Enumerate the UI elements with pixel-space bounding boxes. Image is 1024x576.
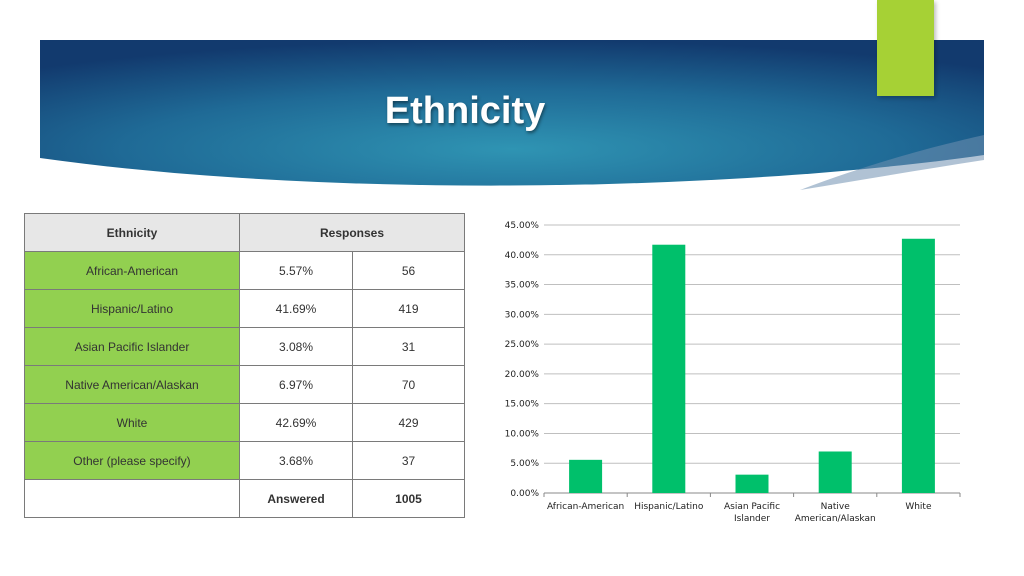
x-tick-label: Hispanic/Latino <box>634 502 704 512</box>
row-ethnicity: White <box>24 403 240 442</box>
row-count: 419 <box>352 289 465 328</box>
y-tick-label: 25.00% <box>505 340 540 350</box>
row-ethnicity: African-American <box>24 251 240 290</box>
row-ethnicity: Asian Pacific Islander <box>24 327 240 366</box>
bar <box>569 459 603 493</box>
answered-total: 1005 <box>352 479 465 518</box>
title-banner <box>40 40 984 190</box>
row-ethnicity: Native American/Alaskan <box>24 365 240 404</box>
ethnicity-bar-chart: 0.00% 5.00% 10.00% 15.00% 20.00% 25.00% 30.00%… <box>505 221 961 524</box>
table-row: Other (please specify) 3.68% 37 <box>24 441 465 480</box>
row-ethnicity: Other (please specify) <box>24 441 240 480</box>
bar <box>652 244 686 493</box>
table-row: Hispanic/Latino 41.69% 419 <box>24 289 465 328</box>
table-row: Asian Pacific Islander 3.08% 31 <box>24 327 465 366</box>
y-tick-label: 15.00% <box>505 400 540 410</box>
table-row: African-American 5.57% 56 <box>24 251 465 290</box>
row-count: 37 <box>352 441 465 480</box>
x-tick-label: White <box>905 502 932 512</box>
row-percent: 5.57% <box>239 251 353 290</box>
row-count: 70 <box>352 365 465 404</box>
y-tick-label: 0.00% <box>510 489 539 499</box>
y-tick-label: 35.00% <box>505 281 540 291</box>
x-tick-label: Native American/Alaskan <box>795 502 876 524</box>
row-percent: 3.08% <box>239 327 353 366</box>
table-total-row: Answered 1005 <box>24 479 465 518</box>
row-percent: 3.68% <box>239 441 353 480</box>
header-ethnicity: Ethnicity <box>24 213 240 252</box>
x-tick-label: Asian Pacific Islander <box>724 502 780 524</box>
row-percent: 42.69% <box>239 403 353 442</box>
total-empty-cell <box>24 479 240 518</box>
row-count: 429 <box>352 403 465 442</box>
y-tick-label: 10.00% <box>505 429 540 439</box>
bar <box>735 474 769 493</box>
row-percent: 6.97% <box>239 365 353 404</box>
row-ethnicity: Hispanic/Latino <box>24 289 240 328</box>
table-row: Native American/Alaskan 6.97% 70 <box>24 365 465 404</box>
y-tick-label: 30.00% <box>505 310 540 320</box>
table-header-row: Ethnicity Responses <box>24 213 465 252</box>
slide-title: Ethnicity <box>384 90 546 132</box>
y-tick-label: 40.00% <box>505 251 540 261</box>
row-percent: 41.69% <box>239 289 353 328</box>
header-responses: Responses <box>239 213 465 252</box>
y-tick-label: 20.00% <box>505 370 540 380</box>
x-tick-label: African-American <box>547 502 624 512</box>
ethnicity-table: Ethnicity Responses African-American 5.5… <box>24 213 465 518</box>
answered-label: Answered <box>239 479 353 518</box>
y-tick-label: 5.00% <box>510 459 539 469</box>
row-count: 31 <box>352 327 465 366</box>
bar <box>818 451 852 493</box>
table-row: White 42.69% 429 <box>24 403 465 442</box>
y-tick-label: 45.00% <box>505 221 540 231</box>
bar <box>901 238 935 493</box>
row-count: 56 <box>352 251 465 290</box>
accent-bar <box>877 0 934 96</box>
